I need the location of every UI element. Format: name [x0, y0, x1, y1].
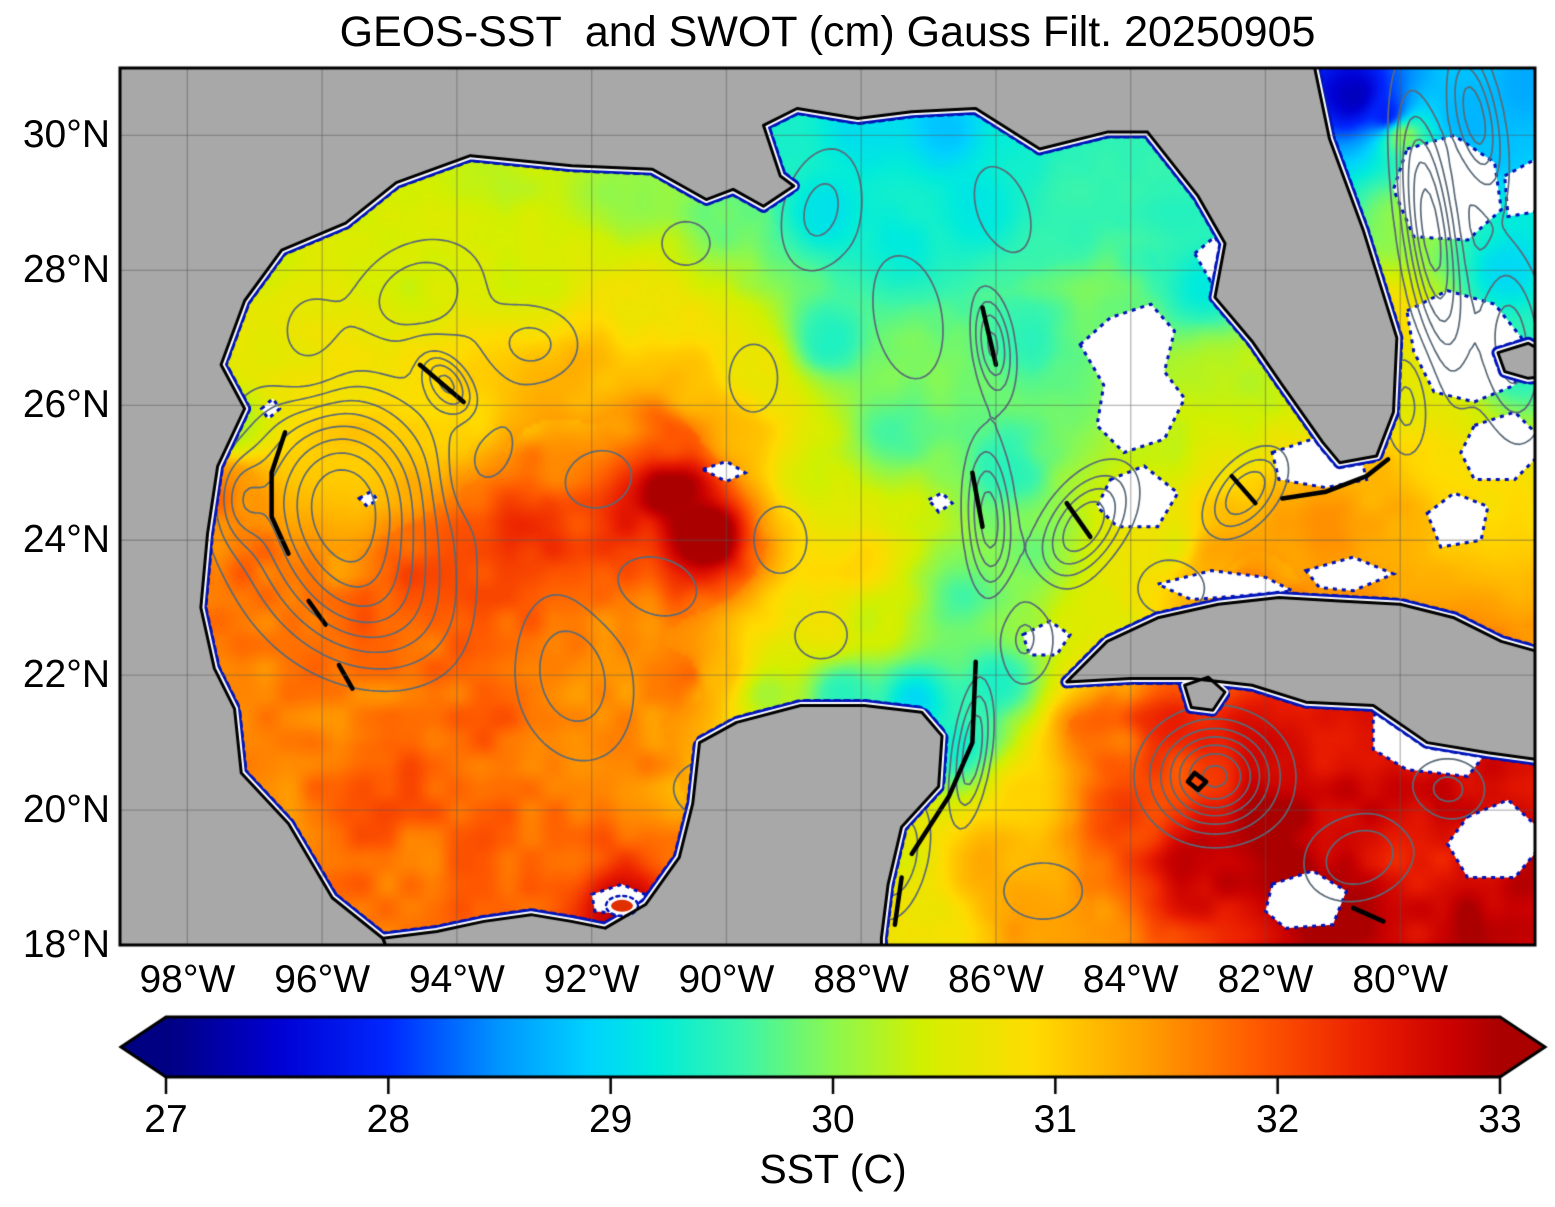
- figure: GEOS-SST and SWOT (cm) Gauss Filt. 20250…: [0, 0, 1555, 1207]
- map-canvas: [0, 0, 1555, 1207]
